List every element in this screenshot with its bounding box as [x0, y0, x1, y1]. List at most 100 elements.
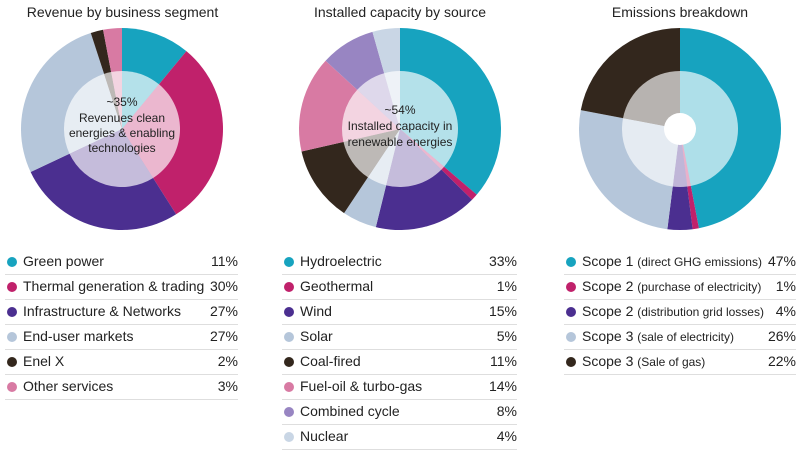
legend-label: Scope 3 (sale of electricity)	[582, 328, 734, 344]
center-value: ~35%	[106, 95, 137, 109]
legend-value: 33%	[488, 253, 517, 269]
legend-swatch	[284, 382, 294, 392]
inner-ring-segment	[69, 129, 154, 187]
legend-value: 4%	[496, 428, 517, 444]
inner-ring-segment	[122, 71, 159, 129]
legend-value: 47%	[767, 253, 796, 269]
legend-label: Scope 1 (direct GHG emissions)	[582, 253, 762, 269]
legend-value: 27%	[209, 303, 238, 319]
legend-item-geothermal: Geothermal 1%	[282, 275, 517, 300]
legend-label: Fuel-oil & turbo-gas	[300, 378, 423, 394]
inner-ring-segment	[343, 129, 400, 178]
legend-note: (purchase of electricity)	[637, 280, 762, 294]
legend-item-wind: Wind 15%	[282, 300, 517, 325]
inner-ring-segment	[623, 71, 680, 129]
capacity-donut-chart: ~54% Installed capacity in renewable energ…	[299, 28, 501, 230]
inner-ring-segment	[672, 129, 688, 187]
legend-value: 4%	[775, 303, 796, 319]
legend-swatch	[7, 282, 17, 292]
inner-ring-segment	[64, 73, 122, 154]
legend-note: (distribution grid losses)	[637, 305, 764, 319]
legend-swatch	[566, 357, 576, 367]
legend-value: 11%	[490, 353, 517, 369]
legend-label: Infrastructure & Networks	[23, 303, 181, 319]
legend-value: 2%	[217, 353, 238, 369]
center-text-line: technologies	[88, 141, 155, 155]
legend-swatch	[566, 257, 576, 267]
legend-item-scope-3-sale-of-electricity: Scope 3 (sale of electricity) 26%	[564, 325, 796, 350]
legend-note: (direct GHG emissions)	[637, 255, 762, 269]
legend-label: Scope 2 (purchase of electricity)	[582, 278, 762, 294]
inner-ring-segment	[400, 129, 445, 170]
legend-note: (sale of electricity)	[637, 330, 734, 344]
legend-value: 26%	[767, 328, 796, 344]
inner-ring-segment	[680, 71, 738, 186]
revenue-legend: Green power 11% Thermal generation & tradi…	[5, 250, 238, 400]
legend-value: 11%	[211, 253, 238, 269]
emissions-chart-title: Emissions breakdown	[611, 4, 749, 20]
legend-label: Wind	[300, 303, 332, 319]
capacity-chart-title: Installed capacity by source	[314, 4, 486, 20]
legend-item-scope-3-sale-of-gas: Scope 3 (Sale of gas) 22%	[564, 350, 796, 375]
legend-item-green-power: Green power 11%	[5, 250, 238, 275]
inner-ring-segment	[111, 71, 122, 129]
legend-item-solar: Solar 5%	[282, 325, 517, 350]
legend-item-hydroelectric: Hydroelectric 33%	[282, 250, 517, 275]
legend-label: Scope 2 (distribution grid losses)	[582, 303, 764, 319]
inner-ring-segment	[342, 89, 400, 142]
legend-value: 1%	[775, 278, 796, 294]
legend-label: Geothermal	[300, 278, 374, 294]
legend-value: 22%	[767, 353, 796, 369]
legend-label: Solar	[300, 328, 333, 344]
legend-swatch	[7, 257, 17, 267]
legend-item-nuclear: Nuclear 4%	[282, 425, 517, 450]
legend-item-enel-x: Enel X 2%	[5, 350, 238, 375]
legend-value: 30%	[209, 278, 238, 294]
legend-label: Coal-fired	[300, 353, 361, 369]
legend-value: 5%	[496, 328, 517, 344]
legend-item-scope-1-direct-ghg-emissions: Scope 1 (direct GHG emissions) 47%	[564, 250, 796, 275]
emissions-donut-chart	[579, 28, 781, 230]
legend-swatch	[7, 357, 17, 367]
legend-label: Thermal generation & trading	[23, 278, 205, 294]
legend-item-scope-2-distribution-grid-losses: Scope 2 (distribution grid losses) 4%	[564, 300, 796, 325]
inner-ring-segment	[386, 129, 442, 188]
emissions-legend: Scope 1 (direct GHG emissions) 47% Scope 2…	[564, 250, 796, 375]
center-text-line: renewable energies	[348, 135, 453, 149]
donut-hole	[664, 113, 696, 145]
inner-ring-segment	[357, 73, 400, 129]
center-text-line: energies & enabling	[69, 126, 175, 140]
center-value: ~54%	[384, 103, 415, 117]
legend-swatch	[284, 432, 294, 442]
legend-value: 3%	[217, 378, 238, 394]
inner-ring-segment	[400, 71, 458, 167]
legend-label: End-user markets	[23, 328, 134, 344]
legend-value: 27%	[209, 328, 238, 344]
center-text-line: Installed capacity in	[348, 119, 453, 133]
legend-value: 8%	[496, 403, 517, 419]
legend-label: Green power	[23, 253, 104, 269]
legend-value: 14%	[488, 378, 517, 394]
legend-swatch	[284, 282, 294, 292]
legend-value: 15%	[488, 303, 517, 319]
legend-swatch	[566, 332, 576, 342]
legend-label: Hydroelectric	[300, 253, 382, 269]
center-text-line: Revenues clean	[79, 111, 165, 125]
legend-swatch	[284, 357, 294, 367]
legend-label: Other services	[23, 378, 114, 394]
legend-item-scope-2-purchase-of-electricity: Scope 2 (purchase of electricity) 1%	[564, 275, 796, 300]
legend-swatch	[566, 282, 576, 292]
inner-ring-segment	[384, 71, 400, 129]
legend-note: (Sale of gas)	[637, 355, 706, 369]
legend-item-fuel-oil-turbo-gas: Fuel-oil & turbo-gas 14%	[282, 375, 517, 400]
revenue-chart-title: Revenue by business segment	[26, 4, 219, 20]
legend-label: Combined cycle	[300, 403, 400, 419]
inner-ring-segment	[367, 129, 400, 186]
legend-item-other-services: Other services 3%	[5, 375, 238, 400]
legend-label: Scope 3 (Sale of gas)	[582, 353, 706, 369]
legend-swatch	[566, 307, 576, 317]
legend-swatch	[7, 382, 17, 392]
legend-item-end-user-markets: End-user markets 27%	[5, 325, 238, 350]
legend-item-combined-cycle: Combined cycle 8%	[282, 400, 517, 425]
inner-ring-segment	[122, 84, 181, 178]
